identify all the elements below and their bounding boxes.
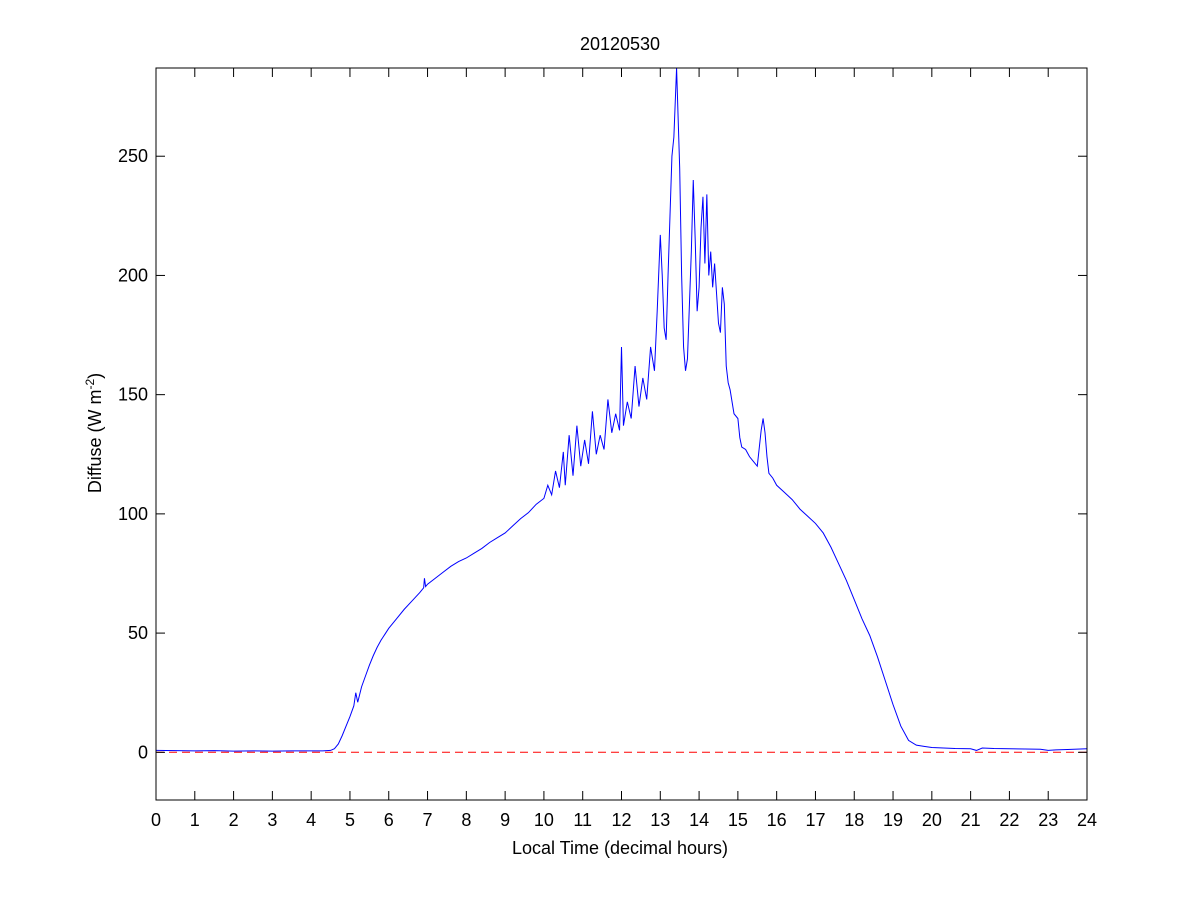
x-tick-label: 16: [767, 810, 787, 830]
x-tick-label: 17: [805, 810, 825, 830]
x-tick-label: 6: [384, 810, 394, 830]
chart-title: 20120530: [580, 34, 660, 54]
x-tick-label: 22: [999, 810, 1019, 830]
x-tick-label: 10: [534, 810, 554, 830]
plot-area: [156, 68, 1087, 753]
y-axis-label: Diffuse (W m-2): [83, 373, 105, 493]
x-tick-label: 13: [650, 810, 670, 830]
y-axis-label-main: Diffuse (W m: [85, 389, 105, 493]
x-tick-label: 23: [1038, 810, 1058, 830]
x-tick-label: 8: [461, 810, 471, 830]
diffuse-series-line: [156, 68, 1087, 752]
x-axis-label: Local Time (decimal hours): [512, 838, 728, 858]
x-tick-label: 2: [229, 810, 239, 830]
y-tick-label: 250: [118, 146, 148, 166]
x-tick-label: 18: [844, 810, 864, 830]
x-tick-label: 9: [500, 810, 510, 830]
x-tick-label: 3: [267, 810, 277, 830]
y-axis-label-close: ): [85, 373, 105, 379]
x-tick-label: 11: [573, 810, 592, 830]
y-tick-label: 50: [128, 623, 148, 643]
x-tick-label: 12: [611, 810, 631, 830]
y-tick-label: 200: [118, 265, 148, 285]
x-tick-label: 20: [922, 810, 942, 830]
x-tick-label: 4: [306, 810, 316, 830]
x-tick-label: 7: [423, 810, 433, 830]
axis-ticks: 0 1 2 3 4 5 6 7 8 9 10 11 12 13 14 15 16 17 18 19 20 21 22 23 24…: [118, 68, 1097, 830]
x-tick-label: 14: [689, 810, 709, 830]
x-tick-label: 15: [728, 810, 748, 830]
y-tick-label: 100: [118, 504, 148, 524]
x-tick-label: 1: [190, 810, 200, 830]
y-tick-label: 0: [138, 742, 148, 762]
x-tick-label: 21: [961, 810, 981, 830]
y-tick-label: 150: [118, 385, 148, 405]
axes-frame: [155, 67, 1088, 801]
y-axis-label-superscript: -2: [83, 378, 97, 389]
x-tick-label: 24: [1077, 810, 1097, 830]
x-tick-label: 19: [883, 810, 903, 830]
x-tick-label: 5: [345, 810, 355, 830]
x-tick-label: 0: [151, 810, 161, 830]
